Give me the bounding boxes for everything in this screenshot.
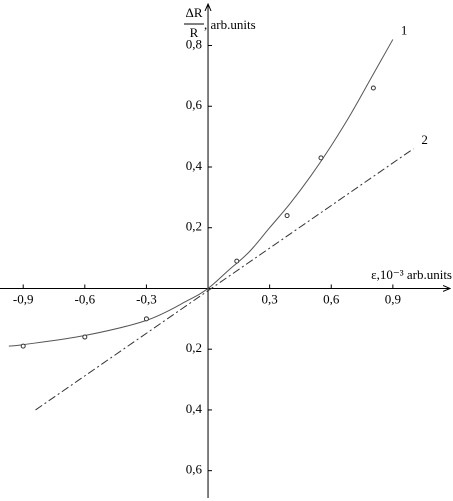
y-label-numerator: ΔR bbox=[185, 5, 202, 20]
y-tick-label: 0,8 bbox=[186, 36, 202, 51]
y-tick-label: 0,2 bbox=[186, 340, 202, 355]
data-point bbox=[143, 316, 149, 322]
data-point bbox=[82, 334, 88, 340]
x-tick-label: -0,6 bbox=[75, 291, 96, 306]
series-line bbox=[35, 148, 414, 411]
y-label-unit: , arb.units bbox=[204, 17, 256, 32]
data-point bbox=[370, 85, 376, 91]
y-tick-label: 0,2 bbox=[186, 219, 202, 234]
x-tick-label: 0,6 bbox=[323, 291, 340, 306]
series-label: 2 bbox=[421, 132, 428, 147]
series-line bbox=[8, 39, 394, 347]
y-tick-label: 0,6 bbox=[186, 97, 203, 112]
x-label: ε,10⁻³ arb.units bbox=[371, 267, 452, 282]
x-tick-label: 0,3 bbox=[262, 291, 278, 306]
y-tick-label: 0,4 bbox=[186, 401, 203, 416]
series-label: 1 bbox=[401, 22, 408, 37]
data-point bbox=[234, 258, 240, 264]
y-tick-label: 0,6 bbox=[186, 462, 203, 477]
y-tick-label: 0,4 bbox=[186, 158, 203, 173]
x-tick-label: -0,9 bbox=[13, 291, 34, 306]
data-point bbox=[20, 343, 26, 349]
data-point bbox=[318, 155, 324, 161]
data-point bbox=[284, 213, 290, 219]
y-label-denominator: R bbox=[190, 25, 199, 40]
x-tick-label: -0,3 bbox=[136, 291, 157, 306]
x-tick-label: 0,9 bbox=[385, 291, 401, 306]
